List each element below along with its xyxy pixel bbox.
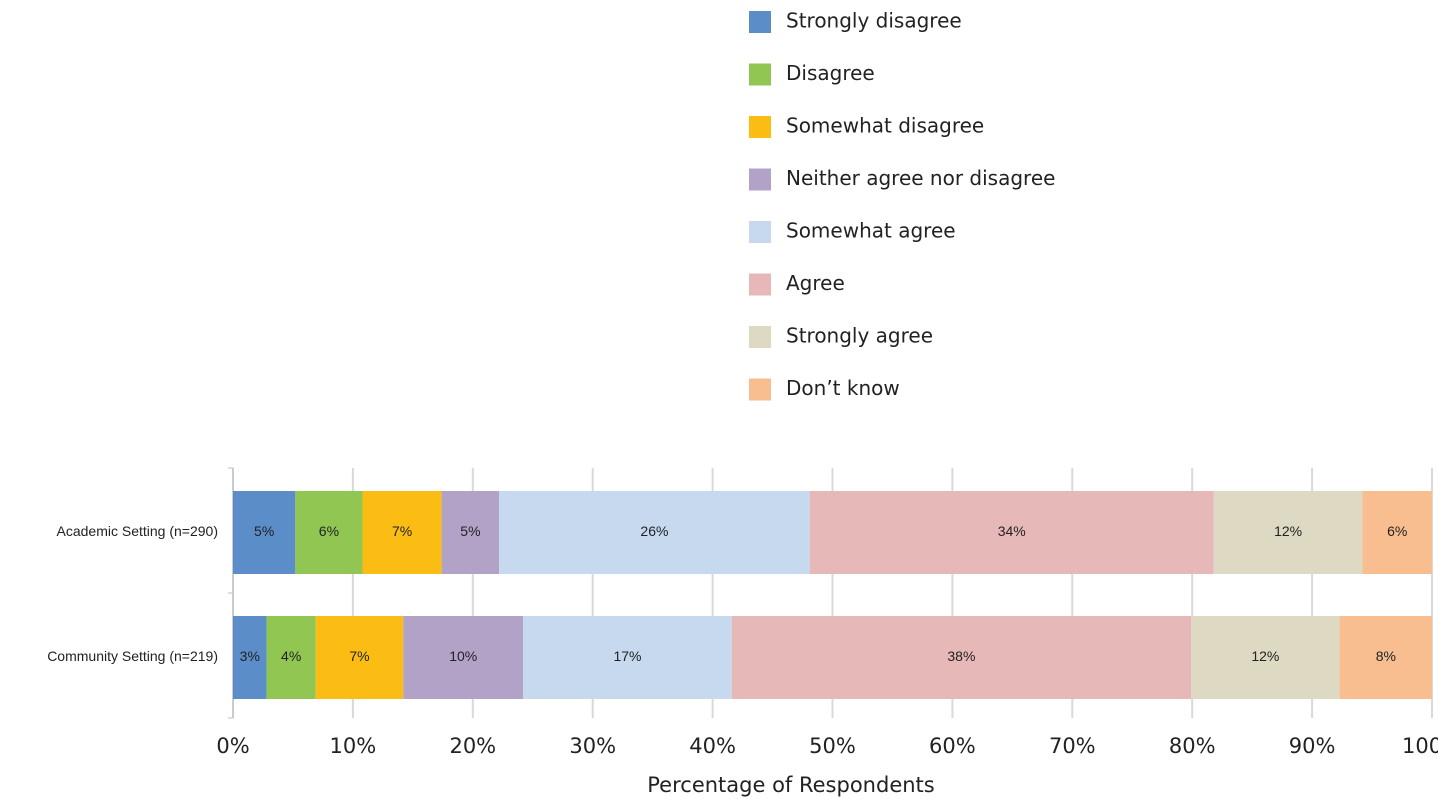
bar-segment — [266, 616, 316, 699]
bar-segment — [233, 491, 296, 574]
bar-segment — [362, 491, 442, 574]
legend-swatch — [749, 378, 771, 401]
x-tick-label: 0% — [216, 734, 249, 758]
x-tick-label: 80% — [1169, 734, 1216, 758]
x-tick-label: 10% — [330, 734, 377, 758]
data-label: 7% — [349, 648, 369, 664]
x-tick-label: 100% — [1402, 734, 1438, 758]
bar-segment — [499, 491, 810, 574]
bar-segment — [403, 616, 524, 699]
data-label: 4% — [281, 648, 301, 664]
y-tick-label: Academic Setting (n=290) — [57, 523, 218, 539]
data-label: 10% — [449, 648, 477, 664]
bar-segment — [1191, 616, 1340, 699]
data-label: 8% — [1376, 648, 1396, 664]
data-label: 7% — [392, 523, 412, 539]
legend-swatch — [749, 168, 771, 191]
data-label: 12% — [1251, 648, 1279, 664]
legend-label: Somewhat disagree — [786, 114, 984, 138]
x-tick-label: 60% — [929, 734, 976, 758]
legend-label: Don’t know — [786, 376, 900, 400]
bar-segment — [233, 616, 267, 699]
x-tick-label: 70% — [1049, 734, 1096, 758]
data-label: 34% — [998, 523, 1026, 539]
bar-segment — [441, 491, 500, 574]
x-axis-label: Percentage of Respondents — [647, 773, 934, 797]
x-tick-label: 20% — [449, 734, 496, 758]
data-label: 17% — [613, 648, 641, 664]
data-label: 6% — [1387, 523, 1407, 539]
legend-label: Somewhat agree — [786, 219, 956, 243]
legend-label: Neither agree nor disagree — [786, 166, 1055, 190]
x-tick-label: 50% — [809, 734, 856, 758]
data-label: 5% — [254, 523, 274, 539]
data-label: 6% — [319, 523, 339, 539]
x-tick-label: 30% — [569, 734, 616, 758]
bar-segment — [1213, 491, 1363, 574]
legend-label: Strongly disagree — [786, 9, 962, 33]
bar-segment — [731, 616, 1192, 699]
data-label: 12% — [1274, 523, 1302, 539]
x-tick-label: 90% — [1289, 734, 1336, 758]
x-tick-label: 40% — [689, 734, 736, 758]
legend-swatch — [749, 273, 771, 296]
legend-swatch — [749, 116, 771, 138]
bar-segment — [1339, 616, 1432, 699]
bar-segment — [295, 491, 363, 574]
legend-swatch — [749, 11, 771, 33]
bar-segment — [523, 616, 732, 699]
bar-segment — [809, 491, 1214, 574]
data-label: 5% — [460, 523, 480, 539]
bar-segment — [1362, 491, 1432, 574]
legend-label: Disagree — [786, 61, 875, 85]
y-tick-label: Community Setting (n=219) — [47, 648, 218, 664]
data-label: 3% — [240, 648, 260, 664]
data-label: 26% — [640, 523, 668, 539]
legend-swatch — [749, 221, 771, 243]
data-label: 38% — [947, 648, 975, 664]
legend-swatch — [749, 63, 771, 86]
legend-label: Agree — [786, 271, 845, 295]
bar-segment — [315, 616, 404, 699]
legend-label: Strongly agree — [786, 324, 933, 348]
legend-swatch — [749, 326, 771, 348]
